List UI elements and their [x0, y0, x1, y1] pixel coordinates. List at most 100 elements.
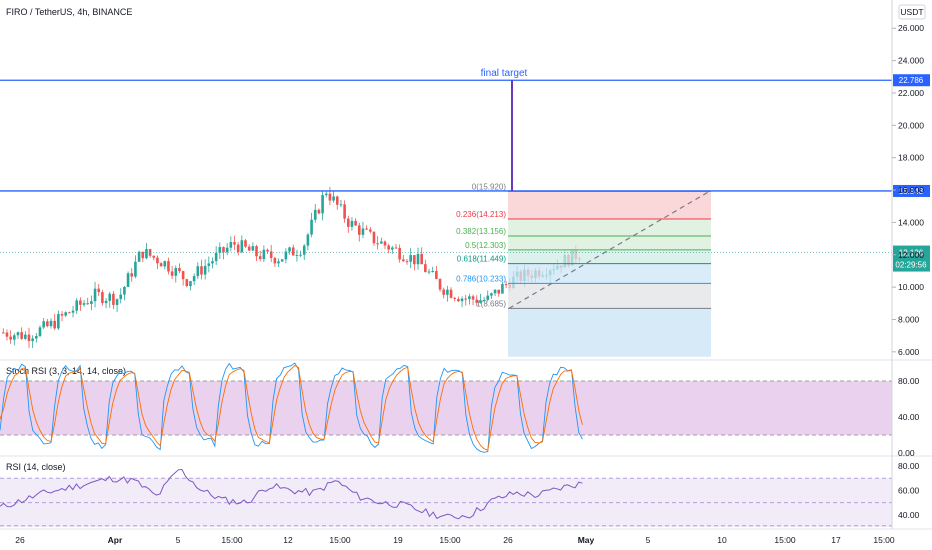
candle-body — [214, 252, 218, 262]
candle-body — [486, 295, 490, 300]
price-tick-label: 22.000 — [898, 88, 924, 98]
candle-body — [31, 338, 34, 342]
horizontal-lines[interactable]: 22.786 15.943 12.136 02:29:56 — [0, 74, 930, 272]
final-target-label: final target — [481, 68, 528, 79]
candle-body — [75, 300, 78, 311]
rsi-tick-label: 80.00 — [898, 461, 920, 471]
candle-body — [79, 300, 82, 305]
candle-body — [449, 289, 453, 298]
candle-body — [145, 249, 148, 259]
candle-body — [13, 335, 16, 340]
candle-body — [266, 249, 269, 252]
candle-body — [137, 251, 141, 262]
candle-body — [38, 327, 42, 336]
time-tick-label: 26 — [503, 535, 513, 545]
candle-body — [321, 195, 324, 214]
fib-retracement[interactable]: 0(15.920) 0.236(14.213) 0.382(13.156) 0.5(1… — [456, 182, 711, 357]
time-tick-label: 26 — [15, 535, 25, 545]
rsi-title: RSI (14, close) — [6, 462, 66, 472]
candle-body — [119, 294, 123, 300]
candle-body — [269, 251, 273, 258]
candle-body — [479, 300, 482, 303]
candle-body — [174, 267, 178, 276]
candle-body — [402, 259, 405, 262]
price-tag — [893, 184, 930, 197]
countdown-label: 02:29:56 — [895, 261, 927, 270]
candle-body — [229, 242, 233, 248]
candle-body — [247, 246, 251, 251]
fib-zone — [508, 249, 711, 264]
price-tick-label: 18.000 — [898, 153, 924, 163]
time-tick-label: 15:00 — [774, 535, 796, 545]
candle-body — [471, 296, 475, 300]
candle-body — [464, 298, 468, 300]
candle-body — [42, 321, 45, 328]
candle-body — [460, 298, 464, 302]
time-tick-label: 17 — [831, 535, 841, 545]
currency-button[interactable]: USDT — [898, 4, 926, 20]
candle-body — [255, 246, 258, 257]
price-tick-label: 24.000 — [898, 56, 924, 66]
candle-body — [123, 286, 126, 295]
fib-zone — [508, 283, 711, 309]
candle-body — [163, 261, 167, 267]
candle-body — [284, 251, 288, 260]
candle-body — [97, 288, 101, 293]
candle-body — [424, 264, 427, 273]
stoch-rsi-pane[interactable]: Stoch RSI (3, 3, 14, 14, close) — [0, 362, 892, 453]
time-axis[interactable]: 26 Apr 5 15:00 12 15:00 19 15:00 26 May 5 10 15:00 17… — [15, 535, 895, 545]
price-tick-label: 20.000 — [898, 120, 924, 130]
chart-title: FIRO / TetherUS, 4h, BINANCE — [6, 7, 132, 17]
price-pane[interactable]: 0(15.920) 0.236(14.213) 0.382(13.156) 0.5(1… — [0, 7, 932, 530]
candle-body — [288, 247, 291, 252]
fib-level-label: 0.382(13.156) — [456, 227, 506, 236]
candle-body — [108, 293, 112, 301]
candle-body — [262, 249, 266, 260]
fib-level-label: 1(8.685) — [476, 299, 506, 308]
candle-body — [167, 261, 170, 272]
candle-body — [60, 314, 64, 316]
candle-body — [446, 289, 449, 295]
fib-level-label: 0(15.920) — [472, 182, 507, 191]
candle-body — [504, 284, 508, 286]
stoch-band — [0, 381, 892, 435]
candle-body — [24, 334, 27, 339]
price-axis[interactable]: 26.000 24.000 22.000 20.000 18.000 16.000 14.0… — [891, 0, 924, 529]
candle-body — [27, 334, 31, 342]
price-tick-label: 6.000 — [898, 347, 920, 357]
candle-body — [416, 253, 420, 265]
candle-body — [324, 193, 328, 196]
candle-body — [457, 298, 460, 302]
stoch-k-line — [0, 362, 583, 453]
candle-body — [335, 196, 339, 205]
candle-body — [49, 320, 53, 327]
candle-body — [240, 240, 244, 253]
candle-body — [361, 228, 365, 235]
candle-body — [192, 276, 196, 282]
trend-projection-line — [508, 190, 711, 309]
candle-body — [332, 196, 335, 201]
candle-body — [482, 299, 486, 301]
candle-body — [475, 299, 479, 303]
candle-body — [181, 271, 185, 280]
candle-body — [130, 273, 134, 277]
candle-body — [170, 271, 174, 276]
candle-body — [5, 332, 9, 337]
candle-body — [313, 209, 317, 220]
candle-body — [134, 261, 137, 277]
time-tick-label: Apr — [108, 535, 123, 545]
candle-body — [244, 240, 247, 247]
candle-body — [420, 253, 423, 265]
candle-body — [16, 332, 20, 336]
candle-body — [438, 279, 442, 290]
candle-body — [93, 288, 97, 302]
rsi-line — [0, 468, 583, 520]
candle-body — [295, 255, 299, 257]
rsi-tick-label: 60.00 — [898, 485, 920, 495]
candle-body — [339, 204, 343, 206]
price-tick-label: 16.000 — [898, 185, 924, 195]
time-tick-label: 15:00 — [439, 535, 461, 545]
candle-body — [299, 254, 302, 256]
rsi-pane[interactable]: RSI (14, close) — [0, 462, 892, 527]
